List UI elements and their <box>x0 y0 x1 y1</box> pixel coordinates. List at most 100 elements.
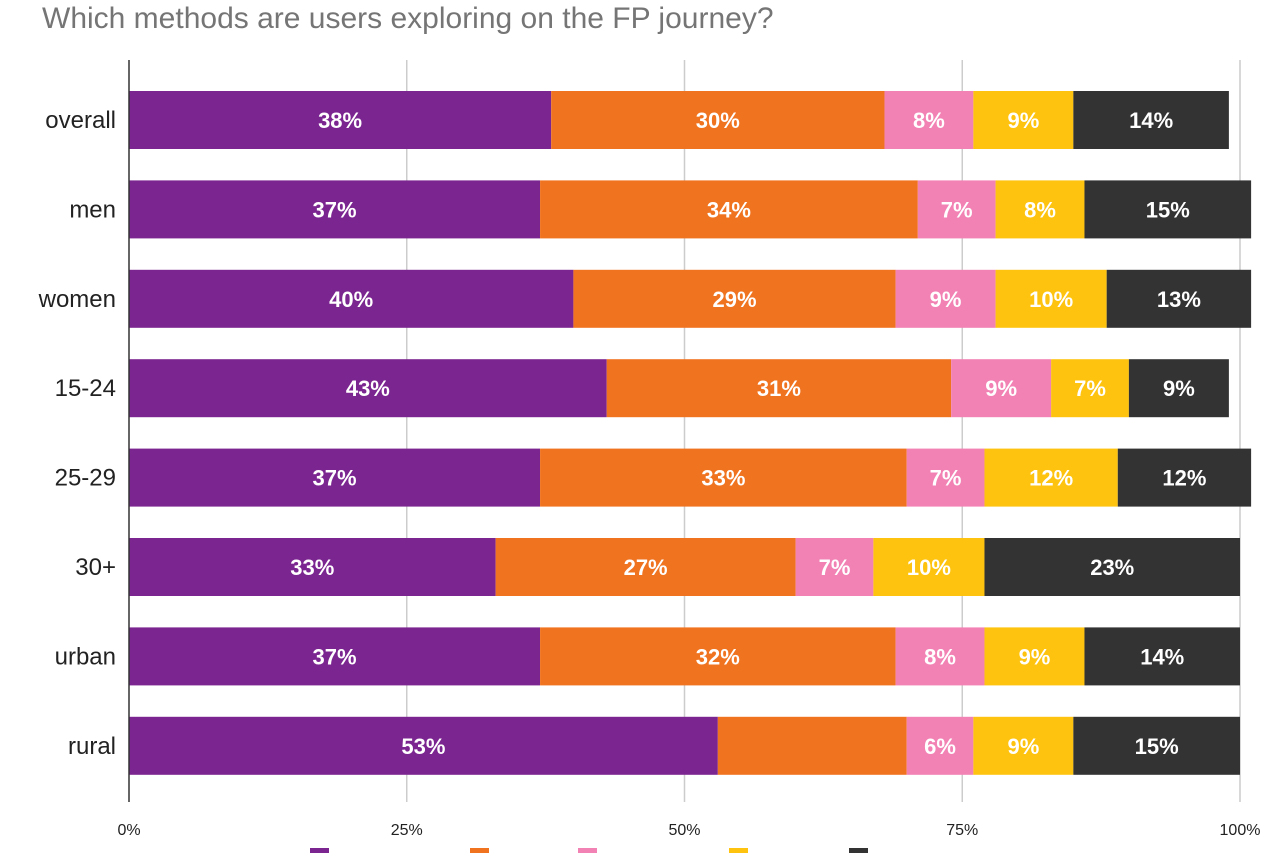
data-label: 10% <box>1029 287 1073 312</box>
data-label: 8% <box>1024 197 1056 222</box>
bar-segment <box>984 538 1240 596</box>
bar-segment <box>540 180 918 239</box>
data-label: 12% <box>1162 466 1206 491</box>
bar-segment <box>540 627 896 686</box>
bar-segment <box>917 180 996 239</box>
bar-segment <box>884 91 974 149</box>
data-label: 33% <box>701 466 745 491</box>
data-label: 8% <box>913 108 945 133</box>
bars: 38% 30% 8% 9% 14% 37% 34% 7% 8% 15% 40% 29% 9% 10% 13%… <box>129 91 1252 775</box>
data-label: 43% <box>346 376 390 401</box>
legend-swatch <box>849 848 868 853</box>
gridlines <box>406 60 1241 802</box>
x-tick-label: 25% <box>391 822 423 839</box>
bar-segment <box>129 359 607 418</box>
category-label: urban <box>55 643 116 670</box>
category-label: 30+ <box>75 554 116 581</box>
data-label: 9% <box>1007 734 1039 759</box>
data-label: 30% <box>696 108 740 133</box>
bar-segment <box>973 716 1074 775</box>
bar-segment <box>1084 180 1252 239</box>
bar-segment <box>129 627 541 686</box>
legend-swatch <box>729 848 748 853</box>
data-label: 40% <box>329 287 373 312</box>
bar-segment <box>129 448 541 507</box>
data-label: 23% <box>1090 555 1134 580</box>
bar-segment <box>1128 359 1229 418</box>
bar-segment <box>606 359 952 418</box>
data-label: 34% <box>707 197 751 222</box>
data-label: 9% <box>1007 108 1039 133</box>
bar-segment <box>540 448 907 507</box>
bar-segment <box>1117 448 1252 507</box>
data-label: 27% <box>624 555 668 580</box>
data-label: 37% <box>313 644 357 669</box>
bar-segment <box>973 91 1074 149</box>
bar-segment <box>717 716 907 775</box>
data-label: 53% <box>401 734 445 759</box>
x-tick-label: 50% <box>668 822 700 839</box>
category-label: 15-24 <box>55 375 116 402</box>
bar-segment <box>495 538 796 596</box>
bar-segment <box>129 180 541 239</box>
legend-swatch <box>578 848 597 853</box>
data-label: 31% <box>757 376 801 401</box>
bar-segment <box>129 538 496 596</box>
data-label: 13% <box>1157 287 1201 312</box>
legend-swatch <box>470 848 489 853</box>
bar-segment <box>995 180 1085 239</box>
legend-swatch <box>310 848 329 853</box>
bar-segment <box>995 269 1107 328</box>
data-label: 6% <box>924 734 956 759</box>
data-label: 9% <box>1019 644 1051 669</box>
data-label: 15% <box>1135 734 1179 759</box>
category-label: men <box>69 196 116 223</box>
bar-segment <box>1051 359 1129 418</box>
bar-segment <box>1073 716 1240 775</box>
data-label: 9% <box>930 287 962 312</box>
bar-segment <box>906 716 974 775</box>
category-label: 25-29 <box>55 465 116 492</box>
bar-segment <box>895 269 996 328</box>
data-label: 29% <box>712 287 756 312</box>
data-label: 7% <box>819 555 851 580</box>
bar-segment <box>1084 627 1240 686</box>
bar-segment <box>129 91 552 149</box>
data-label: 7% <box>941 197 973 222</box>
data-label: 37% <box>313 466 357 491</box>
bar-segment <box>895 627 985 686</box>
x-tick-label: 0% <box>117 822 140 839</box>
data-label: 37% <box>313 197 357 222</box>
category-label: women <box>38 286 116 313</box>
data-label: 38% <box>318 108 362 133</box>
data-label: 9% <box>1163 376 1195 401</box>
data-label: 12% <box>1029 466 1073 491</box>
bar-segment <box>984 627 1085 686</box>
bar-segment <box>573 269 896 328</box>
bar-segment <box>1106 269 1252 328</box>
chart-title: Which methods are users exploring on the… <box>42 2 774 35</box>
data-label: 7% <box>1074 376 1106 401</box>
bar-segment <box>795 538 874 596</box>
data-label: 10% <box>907 555 951 580</box>
data-label: 32% <box>696 644 740 669</box>
bar-segment <box>551 91 885 149</box>
bar-segment <box>906 448 985 507</box>
axes: 0% 25% 50% 75% 100% overall men women 15-24 25-29… <box>38 60 1260 839</box>
data-label: 14% <box>1140 644 1184 669</box>
data-label: 7% <box>930 466 962 491</box>
bar-segment <box>1073 91 1229 149</box>
x-tick-label: 75% <box>946 822 978 839</box>
legend <box>310 848 868 853</box>
bar-segment <box>951 359 1052 418</box>
data-label: 9% <box>985 376 1017 401</box>
bar-segment <box>873 538 985 596</box>
bar-segment <box>129 269 574 328</box>
data-label: 14% <box>1129 108 1173 133</box>
data-label: 15% <box>1146 197 1190 222</box>
data-label: 33% <box>290 555 334 580</box>
category-label: rural <box>68 733 116 760</box>
category-label: overall <box>45 107 116 134</box>
data-label: 8% <box>924 644 956 669</box>
